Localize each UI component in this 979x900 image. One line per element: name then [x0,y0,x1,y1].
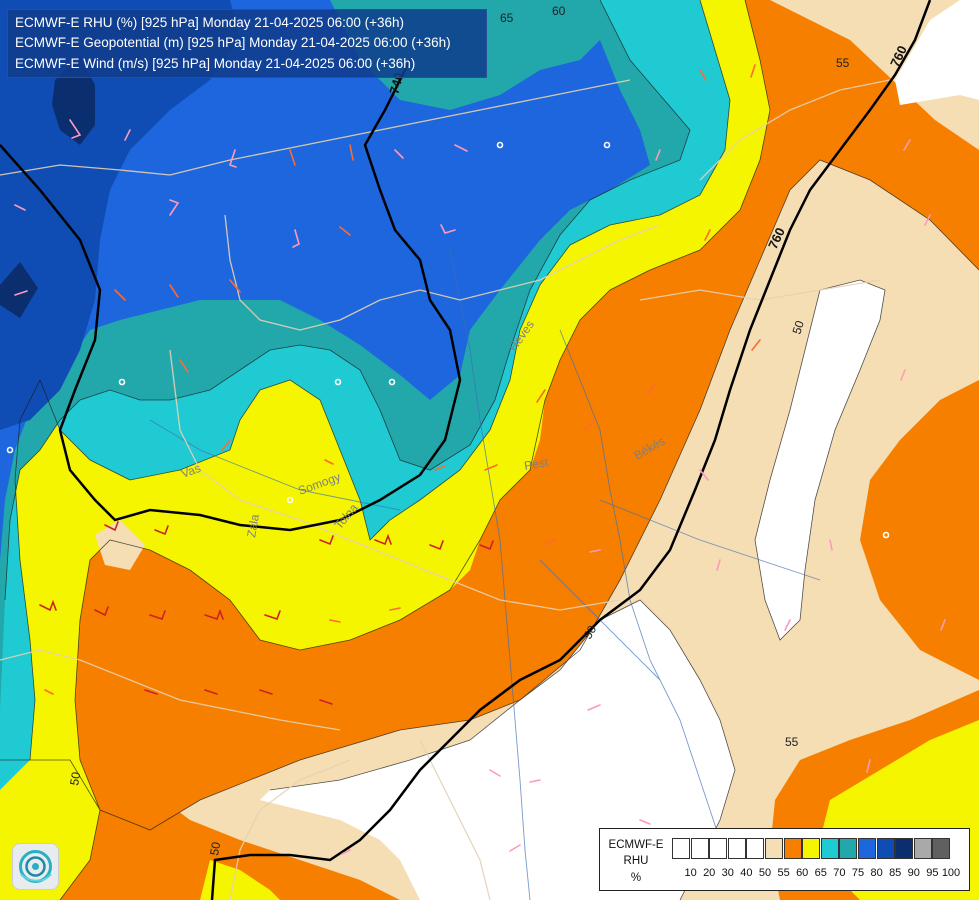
legend-swatch [876,838,895,859]
wind-barbs [6,64,946,874]
legend-swatch [932,838,951,859]
rhu-dry-west [95,520,145,570]
title-geopotential: ECMWF-E Geopotential (m) [925 hPa] Monda… [15,35,451,50]
legend-swatch [727,838,746,859]
legend-tick-label: 70 [833,867,846,879]
legend-tick-label: 60 [796,867,809,879]
place-label-vas: Vas [179,461,202,481]
legend-swatch [672,838,690,859]
place-label-zala: Zala [244,513,262,539]
legend-tick-label: 50 [758,867,772,879]
title-rhu: ECMWF-E RHU (%) [925 hPa] Monday 21-04-2… [15,15,405,30]
rhu-dry-east [755,280,885,640]
ecmwf-swirl-icon [19,850,52,883]
geopotential-contours [0,0,932,900]
legend-tick-label: 75 [851,867,865,879]
legend-tick-label: 95 [926,867,939,879]
ecmwf-logo [12,843,59,890]
rhu-band-65-sw [200,860,280,900]
place-label-pest: Pest [523,455,550,473]
legend-tick-label: 20 [703,867,716,879]
legend-tick-label: 10 [684,867,697,879]
rhu-band-60-south [60,760,400,900]
legend-swatch [783,838,802,859]
admin-borders [0,79,891,900]
rhu-band-60-east-a [860,380,979,680]
legend-tick-label: 80 [870,867,883,879]
legend-swatch [895,838,914,859]
legend-swatch [802,838,821,859]
legend-swatch [820,838,839,859]
legend-tick-label: 55 [777,867,790,879]
rhu-label-65: 65 [500,11,514,25]
rhu-label-50-e: 50 [790,319,808,336]
legend-swatch [765,838,783,859]
rhu-dry-north [895,0,979,105]
rhu-dry-south [260,600,735,900]
legend-unit: % [630,872,642,884]
legend-tick-label: 90 [907,867,920,879]
rhu-label-55-se: 55 [785,735,799,749]
rhu-label-50-bottom: 50 [207,841,223,857]
title-wind: ECMWF-E Wind (m/s) [925 hPa] Monday 21-0… [15,56,416,71]
legend-tick-label: 100 [941,867,961,879]
rhu-label-50-sw: 50 [67,771,83,787]
legend-tick-label: 65 [814,867,827,879]
legend-model: ECMWF-E [608,839,664,851]
legend-swatch [690,838,709,859]
legend-tick-label: 85 [889,867,902,879]
legend-swatch [839,838,858,859]
color-legend: ECMWF-E RHU % 10 20 30 40 50 55 60 65 70 75 80 85 90… [599,828,970,891]
rhu-label-55-ne: 55 [836,56,850,70]
legend-swatch [746,838,765,859]
legend-variable: RHU [623,855,649,867]
rhu-label-50-s: 50 [580,623,599,642]
title-panel: ECMWF-E RHU (%) [925 hPa] Monday 21-04-2… [7,9,487,78]
rivers [149,249,821,900]
legend-tick-label: 40 [740,867,753,879]
rhu-label-60: 60 [552,4,566,18]
legend-tick-label: 30 [721,867,734,879]
legend-swatch [709,838,728,859]
rhu-band-90-b [0,262,38,318]
rhu-band-80 [0,0,650,560]
legend-swatch [858,838,876,859]
legend-swatch [913,838,932,859]
